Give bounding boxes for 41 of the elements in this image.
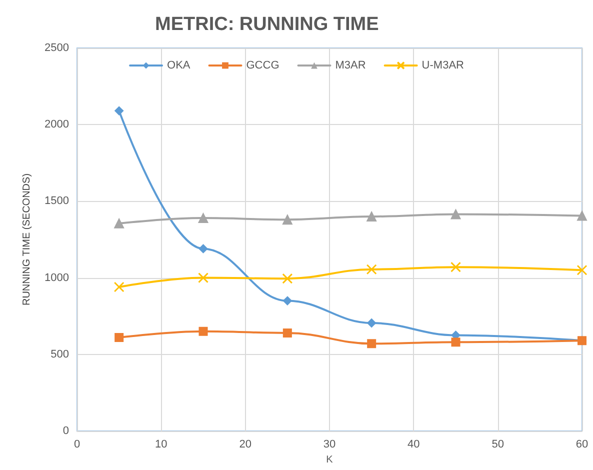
point	[114, 218, 124, 228]
x-tick-label: 20	[239, 438, 252, 450]
legend-label: OKA	[167, 60, 191, 72]
point	[367, 339, 376, 348]
x-tick-label: 50	[492, 438, 504, 450]
legend-label: M3AR	[335, 60, 366, 72]
point	[198, 244, 208, 254]
point	[366, 212, 377, 222]
chart-title: METRIC: RUNNING TIME	[155, 14, 379, 35]
y-tick-label: 0	[62, 425, 69, 437]
legend-label: U-M3AR	[422, 60, 464, 72]
legend-label: GCCG	[246, 60, 280, 72]
x-tick-label: 40	[408, 438, 420, 450]
point	[451, 338, 460, 347]
point	[282, 273, 293, 284]
x-tick-label: 10	[155, 438, 168, 450]
point	[282, 214, 292, 225]
point	[577, 210, 587, 221]
point	[282, 328, 292, 338]
x-tick-label: 60	[576, 438, 588, 450]
y-axis-title: RUNNING TIME (SECONDS)	[22, 173, 32, 306]
y-tick-label: 1500	[44, 195, 69, 208]
point	[198, 326, 208, 336]
point	[450, 209, 461, 220]
point	[282, 296, 292, 306]
point	[114, 282, 124, 292]
x-tick-label: 30	[323, 438, 336, 450]
y-tick-label: 1000	[44, 272, 69, 284]
point	[114, 106, 124, 116]
x-axis-title: K	[326, 454, 334, 466]
y-tick-label: 500	[50, 348, 69, 360]
point	[450, 262, 461, 272]
point	[367, 318, 376, 328]
point	[198, 272, 208, 284]
point	[366, 264, 377, 275]
point	[114, 333, 124, 342]
point	[198, 213, 208, 224]
point	[576, 264, 588, 276]
y-tick-label: 2500	[44, 42, 69, 54]
y-tick-label: 2000	[44, 118, 69, 131]
x-tick-label: 0	[74, 438, 80, 450]
